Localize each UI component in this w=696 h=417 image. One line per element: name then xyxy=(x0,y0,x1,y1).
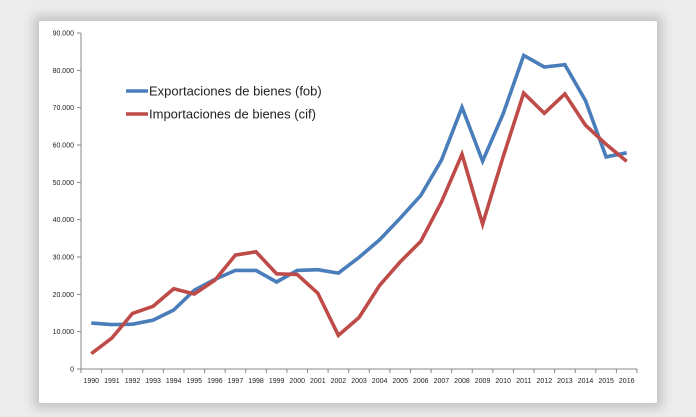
data-point xyxy=(172,287,175,290)
x-tick-label: 2003 xyxy=(351,378,367,385)
x-tick-label: 2016 xyxy=(619,378,635,385)
x-tick-label: 2007 xyxy=(434,378,450,385)
y-tick-label: 60.000 xyxy=(53,143,75,150)
data-point xyxy=(110,323,113,326)
data-point xyxy=(255,269,258,272)
data-point xyxy=(543,112,546,115)
data-point xyxy=(337,272,340,275)
line-chart: 0 10.000 20.000 30.000 40.000 50.000 60.000 70.… xyxy=(53,31,638,385)
series-line-exportaciones xyxy=(91,52,628,327)
x-tick-label: 2002 xyxy=(331,378,347,385)
data-point xyxy=(337,334,340,337)
data-point xyxy=(152,319,155,322)
x-tick-label: 2001 xyxy=(310,378,326,385)
x-tick-label: 2011 xyxy=(516,378,531,385)
y-tick-label: 30.000 xyxy=(53,255,75,262)
data-point xyxy=(234,254,237,257)
legend-label-importaciones: Importaciones de bienes (cif) xyxy=(149,107,316,122)
data-point xyxy=(399,260,402,263)
data-point xyxy=(419,194,422,197)
x-tick-label: 2009 xyxy=(475,378,491,385)
x-tick-label: 1999 xyxy=(269,378,285,385)
y-tick-label: 0 xyxy=(70,367,74,374)
x-tick-label: 1997 xyxy=(228,378,244,385)
x-tick-label: 2013 xyxy=(557,378,573,385)
x-tick-label: 2006 xyxy=(413,378,429,385)
legend-label-exportaciones: Exportaciones de bienes (fob) xyxy=(149,84,322,99)
x-tick-label: 1996 xyxy=(207,378,223,385)
data-point xyxy=(275,281,278,284)
data-point xyxy=(358,256,361,259)
x-tick-label: 2010 xyxy=(495,378,511,385)
data-point xyxy=(563,92,566,95)
data-point xyxy=(481,160,484,163)
data-point xyxy=(399,217,402,220)
chart-frame: 0 10.000 20.000 30.000 40.000 50.000 60.000 70.… xyxy=(38,20,658,404)
data-point xyxy=(378,284,381,287)
data-point xyxy=(152,305,155,308)
data-point xyxy=(584,99,587,102)
x-tick-label: 1992 xyxy=(125,378,141,385)
data-point xyxy=(502,155,505,158)
data-point xyxy=(440,201,443,204)
data-point xyxy=(440,159,443,162)
data-point xyxy=(584,124,587,127)
data-point xyxy=(460,153,463,156)
y-tick-label: 10.000 xyxy=(53,329,75,336)
data-point xyxy=(625,151,628,154)
data-point xyxy=(419,240,422,243)
data-point xyxy=(131,312,134,315)
data-point xyxy=(563,63,566,66)
y-tick-label: 20.000 xyxy=(53,292,75,299)
x-tick-label: 1998 xyxy=(248,378,264,385)
data-point xyxy=(110,337,113,340)
x-tick-label: 1990 xyxy=(84,378,100,385)
x-tick-label: 2004 xyxy=(372,378,388,385)
data-point xyxy=(255,250,258,253)
x-tick-label: 2005 xyxy=(392,378,408,385)
data-point xyxy=(296,273,299,276)
y-tick-label: 70.000 xyxy=(53,105,75,112)
data-point xyxy=(316,292,319,295)
data-point xyxy=(296,269,299,272)
data-point xyxy=(543,65,546,68)
y-tick-label: 80.000 xyxy=(53,68,75,75)
x-tick-label: 1993 xyxy=(145,378,161,385)
data-point xyxy=(522,54,525,57)
data-point xyxy=(90,322,93,325)
x-tick-label: 2015 xyxy=(598,378,614,385)
data-point xyxy=(213,279,216,282)
x-tick-label: 2012 xyxy=(537,378,553,385)
series-line-importaciones xyxy=(90,89,628,356)
data-point xyxy=(172,309,175,312)
x-tick-label: 2008 xyxy=(454,378,470,385)
x-tick-label: 1991 xyxy=(104,378,120,385)
data-point xyxy=(625,160,628,163)
data-point xyxy=(90,352,93,355)
x-tick-label: 1994 xyxy=(166,378,182,385)
data-point xyxy=(481,223,484,226)
data-point xyxy=(358,316,361,319)
data-point xyxy=(605,155,608,158)
data-point xyxy=(234,269,237,272)
y-tick-label: 40.000 xyxy=(53,217,75,224)
x-tick-label: 1995 xyxy=(186,378,202,385)
data-point xyxy=(275,272,278,275)
data-point xyxy=(502,113,505,116)
data-point xyxy=(193,292,196,295)
x-tick-label: 2014 xyxy=(578,378,594,385)
data-point xyxy=(522,92,525,95)
y-tick-label: 90.000 xyxy=(53,31,75,38)
data-point xyxy=(131,323,134,326)
data-point xyxy=(316,268,319,271)
data-point xyxy=(378,238,381,241)
y-tick-label: 50.000 xyxy=(53,180,75,187)
x-tick-label: 2000 xyxy=(289,378,305,385)
data-point xyxy=(605,143,608,146)
data-point xyxy=(460,106,463,109)
